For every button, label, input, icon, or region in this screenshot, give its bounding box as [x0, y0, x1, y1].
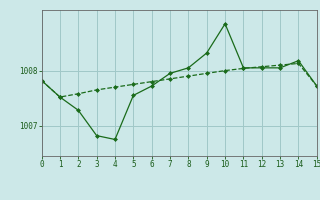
Text: Graphe pression niveau de la mer (hPa): Graphe pression niveau de la mer (hPa)	[41, 182, 279, 192]
